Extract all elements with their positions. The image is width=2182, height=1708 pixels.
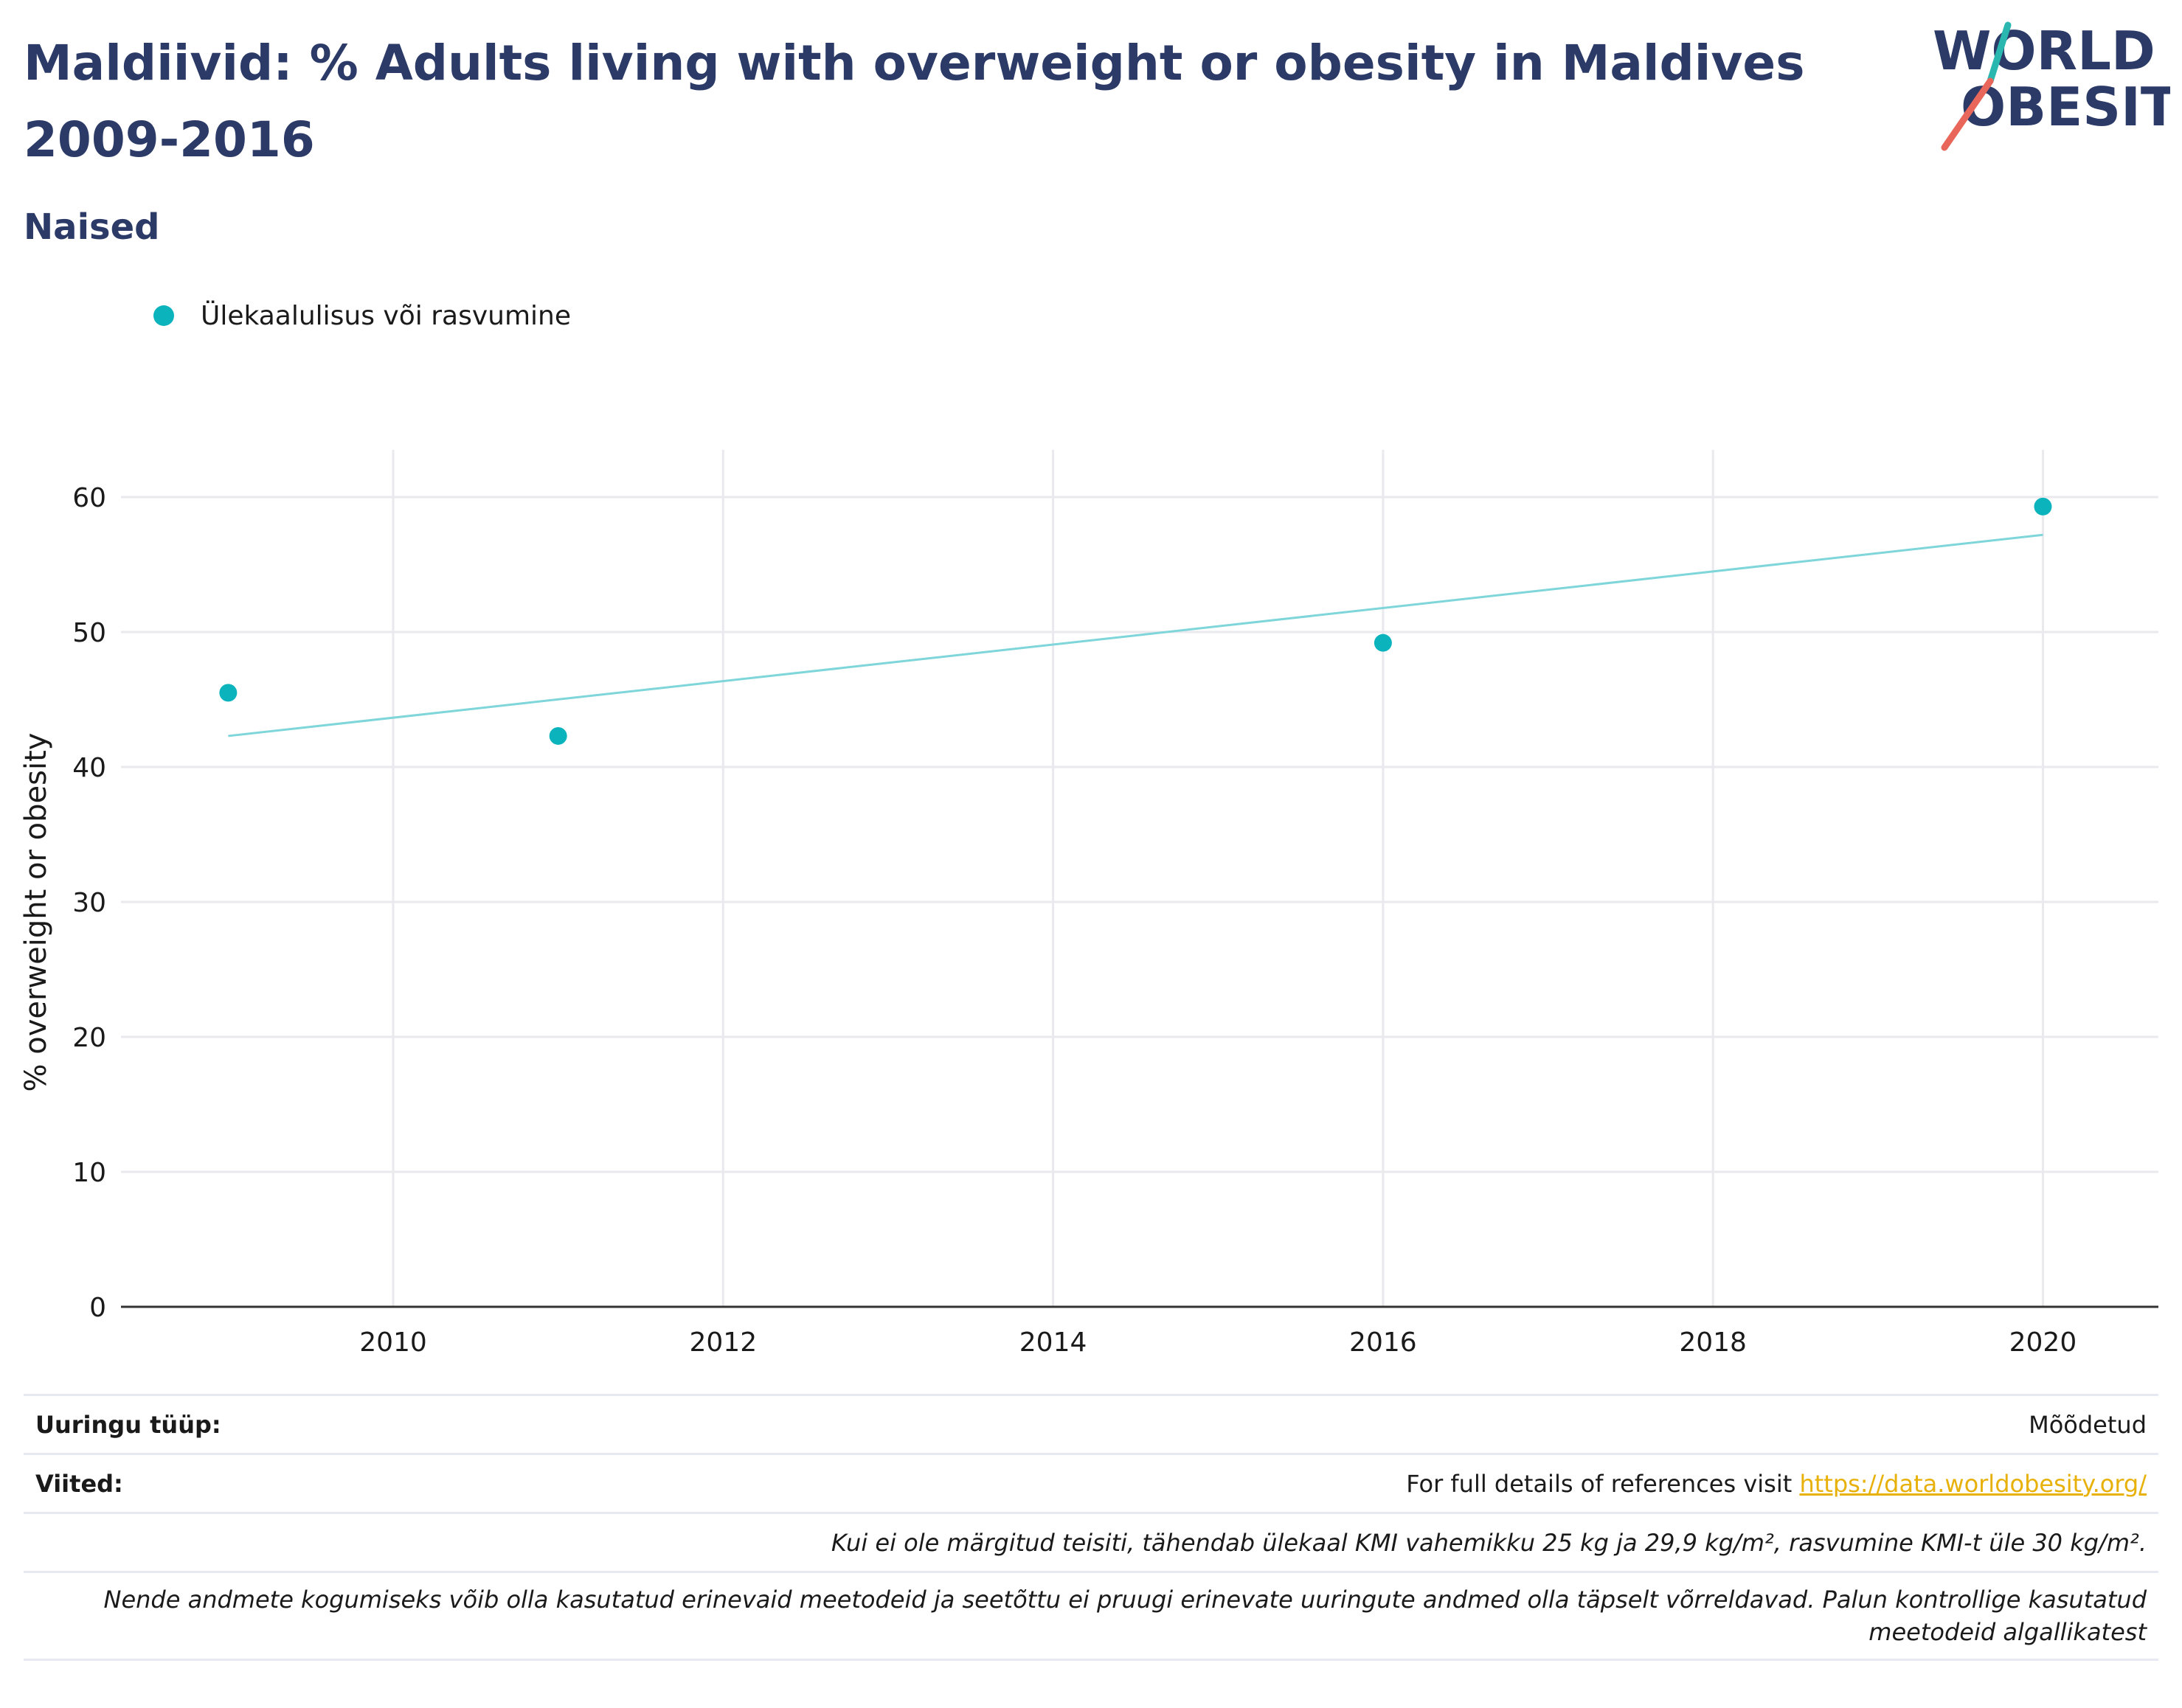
logo-line1: WORLD bbox=[1933, 21, 2155, 82]
y-tick-label: 20 bbox=[72, 1023, 106, 1053]
data-point bbox=[2034, 497, 2052, 515]
legend-label: Ülekaalulisus või rasvumine bbox=[201, 300, 571, 331]
chart-plot-area: 0 10 20 30 40 50 60 2010 2012 2014 2016 2018 2020 % … bbox=[19, 450, 2158, 1358]
x-tick-label: 2018 bbox=[1679, 1327, 1747, 1358]
y-tick-label: 0 bbox=[89, 1293, 106, 1323]
chart-legend: Ülekaalulisus või rasvumine bbox=[153, 295, 571, 336]
axes: 0 10 20 30 40 50 60 2010 2012 2014 2016 2018 2020 bbox=[72, 483, 2158, 1358]
survey-type-label: Uuringu tüüp: bbox=[35, 1410, 221, 1439]
trend-line bbox=[228, 533, 2043, 737]
y-tick-label: 50 bbox=[72, 618, 106, 648]
definition-note-row: Kui ei ole märgitud teisiti, tähendab ül… bbox=[24, 1512, 2158, 1571]
world-obesity-logo: WORLD OBESITY bbox=[1933, 21, 2170, 151]
data-point bbox=[219, 684, 238, 702]
survey-type-row: Uuringu tüüp: Mõõdetud bbox=[24, 1394, 2158, 1453]
y-tick-label: 30 bbox=[72, 888, 106, 918]
x-tick-label: 2012 bbox=[689, 1327, 757, 1358]
references-label: Viited: bbox=[35, 1469, 123, 1498]
data-marks bbox=[219, 497, 2052, 745]
logo-teal-stroke bbox=[1987, 21, 2012, 85]
x-tick-label: 2010 bbox=[359, 1327, 427, 1358]
x-tick-label: 2016 bbox=[1349, 1327, 1417, 1358]
info-table: Uuringu tüüp: Mõõdetud Viited: For full … bbox=[24, 1394, 2158, 1661]
y-tick-label: 60 bbox=[72, 483, 106, 513]
legend-marker-icon bbox=[153, 305, 174, 326]
y-axis-title: % overweight or obesity bbox=[19, 733, 53, 1092]
data-point bbox=[549, 726, 567, 745]
logo-red-stroke bbox=[1941, 77, 1994, 151]
x-tick-label: 2020 bbox=[2009, 1327, 2077, 1358]
chart-subtitle: Naised bbox=[24, 206, 160, 248]
y-tick-label: 40 bbox=[72, 753, 106, 783]
chart-title: Maldiivid: % Adults living with overweig… bbox=[24, 35, 1805, 168]
references-text: For full details of references visit bbox=[1406, 1469, 1800, 1498]
references-row: Viited: For full details of references v… bbox=[24, 1453, 2158, 1512]
grid-lines bbox=[121, 450, 2158, 1307]
data-point bbox=[1374, 633, 1392, 652]
definition-note: Kui ei ole märgitud teisiti, tähendab ül… bbox=[831, 1528, 2147, 1557]
references-link[interactable]: https://data.worldobesity.org/ bbox=[1799, 1469, 2147, 1498]
logo-line2: OBESITY bbox=[1961, 76, 2170, 138]
y-tick-label: 10 bbox=[72, 1158, 106, 1188]
survey-type-value: Mõõdetud bbox=[2029, 1410, 2147, 1439]
references-value: For full details of references visit htt… bbox=[1406, 1470, 2147, 1498]
methods-note-row: Nende andmete kogumiseks võib olla kasut… bbox=[24, 1571, 2158, 1661]
x-tick-label: 2014 bbox=[1019, 1327, 1087, 1358]
methods-note: Nende andmete kogumiseks võib olla kasut… bbox=[103, 1586, 2147, 1646]
